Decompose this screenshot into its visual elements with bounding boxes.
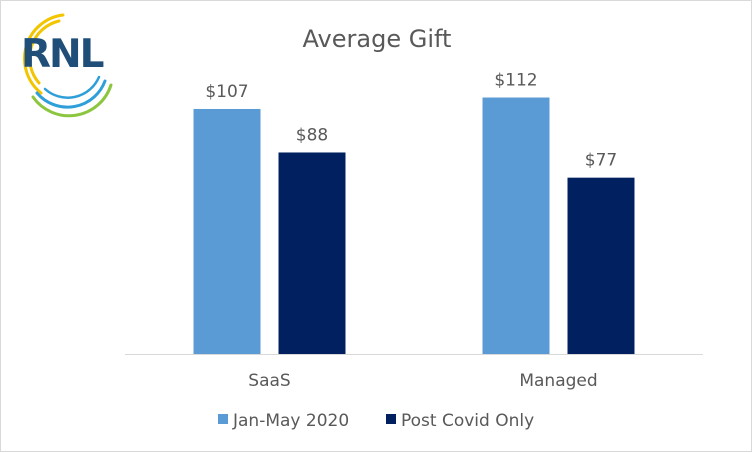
rnl-logo: RNL (21, 13, 113, 118)
data-label-managed-jan-may-2020: $112 (494, 71, 537, 91)
bar-saas-post-covid-only (278, 152, 346, 354)
bars-layer (193, 97, 635, 355)
logo-text: RNL (21, 32, 104, 77)
chart-title: Average Gift (303, 25, 452, 53)
logo-arcs (23, 13, 113, 118)
legend-label-post-covid-only: Post Covid Only (401, 411, 534, 431)
logo-arc-blue-inner (43, 75, 101, 99)
bar-managed-jan-may-2020 (482, 97, 550, 355)
bar-managed-post-covid-only (567, 177, 635, 354)
x-tick-label-managed: Managed (519, 371, 597, 391)
x-tick-labels: SaaS Managed (248, 371, 597, 391)
data-labels-layer: $107 $88 $112 $77 (205, 71, 617, 171)
legend: Jan-May 2020 Post Covid Only (218, 411, 534, 431)
logo-arc-blue (35, 79, 107, 109)
legend-swatch-post-covid-only (386, 414, 396, 424)
bar-saas-jan-may-2020 (193, 108, 261, 354)
logo-arc-green (31, 83, 113, 118)
data-label-saas-jan-may-2020: $107 (205, 82, 248, 102)
data-label-managed-post-covid-only: $77 (585, 151, 617, 171)
x-tick-label-saas: SaaS (248, 371, 290, 391)
legend-label-jan-may-2020: Jan-May 2020 (232, 411, 349, 431)
legend-swatch-jan-may-2020 (218, 414, 228, 424)
logo-arc-yellow-inner (28, 19, 61, 85)
logo-arc-yellow (23, 13, 65, 95)
data-label-saas-post-covid-only: $88 (296, 125, 328, 145)
